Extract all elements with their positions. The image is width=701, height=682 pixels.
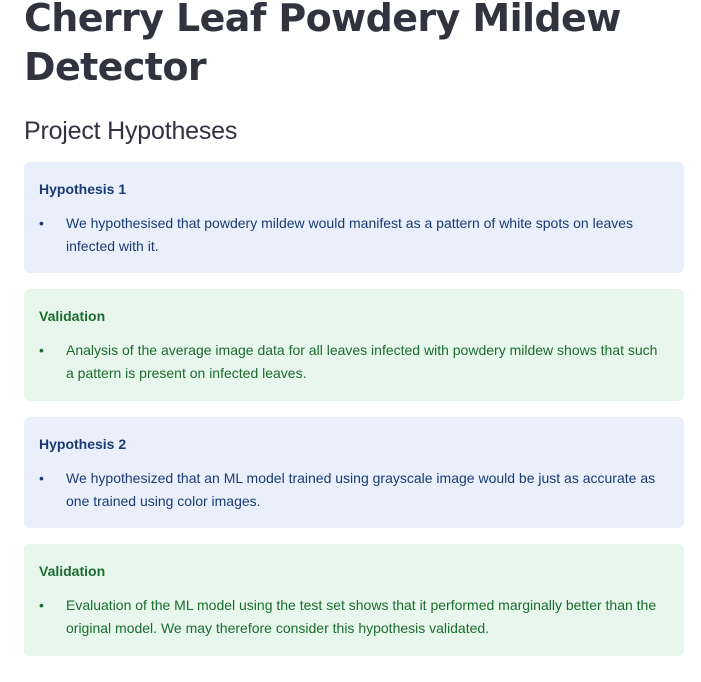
- bullet-icon: •: [39, 342, 44, 358]
- hypothesis-1-card: Hypothesis 1 • We hypothesised that powd…: [24, 162, 684, 273]
- list-item: • Analysis of the average image data for…: [39, 339, 668, 384]
- card-heading: Hypothesis 1: [39, 181, 127, 197]
- list-item-text: We hypothesized that an ML model trained…: [66, 470, 656, 509]
- bullet-icon: •: [39, 215, 44, 231]
- bullet-icon: •: [39, 470, 44, 486]
- list-item: • We hypothesised that powdery mildew wo…: [39, 212, 668, 257]
- card-list: • We hypothesized that an ML model train…: [39, 467, 668, 512]
- card-heading: Hypothesis 2: [39, 436, 127, 452]
- card-list: • Analysis of the average image data for…: [39, 339, 668, 384]
- validation-2-card: Validation • Evaluation of the ML model …: [24, 544, 684, 656]
- list-item: • We hypothesized that an ML model train…: [39, 467, 668, 512]
- card-list: • Evaluation of the ML model using the t…: [39, 594, 668, 639]
- page-title: Cherry Leaf Powdery Mildew Detector: [24, 0, 621, 89]
- card-heading: Validation: [39, 308, 106, 324]
- validation-1-card: Validation • Analysis of the average ima…: [24, 289, 684, 401]
- section-heading: Project Hypotheses: [24, 117, 238, 145]
- list-item-text: Evaluation of the ML model using the tes…: [66, 597, 657, 636]
- card-heading: Validation: [39, 563, 106, 579]
- list-item-text: Analysis of the average image data for a…: [66, 342, 658, 381]
- hypothesis-2-card: Hypothesis 2 • We hypothesized that an M…: [24, 417, 684, 528]
- list-item: • Evaluation of the ML model using the t…: [39, 594, 668, 639]
- card-list: • We hypothesised that powdery mildew wo…: [39, 212, 668, 257]
- list-item-text: We hypothesised that powdery mildew woul…: [66, 215, 634, 254]
- bullet-icon: •: [39, 597, 44, 613]
